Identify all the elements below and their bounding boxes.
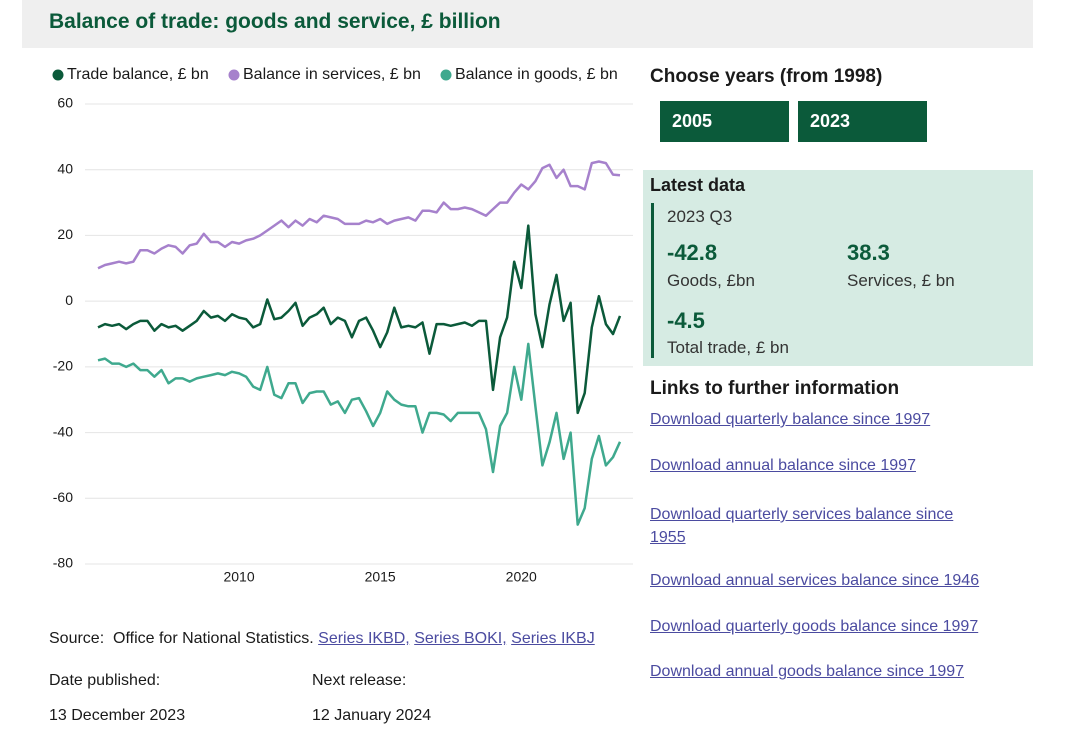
published-label: Date published: [49, 672, 161, 689]
series-line [97, 224, 622, 415]
y-tick-label: 40 [57, 160, 73, 176]
legend-marker [440, 69, 452, 81]
link[interactable]: Download annual balance since 1997 [650, 457, 916, 474]
page-title: Balance of trade: goods and service, £ b… [49, 10, 501, 33]
y-tick-label: 60 [57, 95, 73, 111]
x-tick-label: 2020 [506, 569, 537, 585]
y-tick-label: -80 [53, 555, 73, 571]
series-line [97, 160, 621, 270]
latest-value: 38.3 [847, 240, 890, 265]
latest-label: Services, £ bn [847, 271, 955, 290]
link[interactable]: Download quarterly balance since 1997 [650, 411, 931, 428]
next-label: Next release: [312, 672, 407, 689]
x-tick-label: 2015 [365, 569, 396, 585]
latest-value: -42.8 [667, 240, 718, 265]
source: Source: Office for National Statistics. … [49, 630, 595, 648]
legend-marker [52, 69, 64, 81]
source-link[interactable]: Series IKBJ [511, 630, 595, 647]
source-text: Office for National Statistics. [113, 630, 314, 647]
published-date: 13 December 2023 [49, 707, 186, 724]
next-date: 12 January 2024 [312, 707, 432, 724]
latest-period: 2023 Q3 [667, 207, 733, 226]
source-link[interactable]: Series IKBD, [318, 630, 410, 647]
y-tick-label: 20 [57, 226, 73, 242]
controls-title: Choose years (from 1998) [650, 66, 883, 87]
latest-label: Total trade, £ bn [667, 338, 789, 357]
legend-marker [228, 69, 240, 81]
y-tick-label: 0 [65, 292, 73, 308]
x-tick-label: 2010 [223, 569, 254, 585]
panel-rule [651, 203, 654, 358]
y-tick-label: -60 [53, 489, 73, 505]
series-line [97, 342, 622, 526]
legend-label: Trade balance, £ bn [67, 66, 209, 83]
link[interactable]: Download annual goods balance since 1997 [650, 663, 965, 680]
legend-label: Balance in services, £ bn [243, 66, 421, 83]
header: Balance of trade: goods and service, £ b… [22, 0, 1033, 48]
year-button[interactable]: 2005 [660, 101, 789, 142]
latest-title: Latest data [650, 175, 746, 195]
y-tick-label: -20 [53, 358, 73, 374]
year-button[interactable]: 2023 [798, 101, 927, 142]
link[interactable]: Download quarterly goods balance since 1… [650, 618, 979, 635]
source-label: Source: [49, 630, 105, 647]
latest-label: Goods, £bn [667, 271, 755, 290]
link[interactable]: Download quarterly services balance sinc… [650, 506, 954, 546]
latest-value: -4.5 [667, 308, 705, 333]
link[interactable]: Download annual services balance since 1… [650, 572, 980, 589]
source-link[interactable]: Series BOKI, [414, 630, 507, 647]
latest-panel [643, 170, 1033, 366]
links-title: Links to further information [650, 378, 900, 399]
chart: -80 -60 -40 -20 0 20 40 60 2010 2015 2020 Trade bal… [52, 66, 633, 585]
legend-label: Balance in goods, £ bn [455, 66, 618, 83]
y-tick-label: -40 [53, 423, 73, 439]
